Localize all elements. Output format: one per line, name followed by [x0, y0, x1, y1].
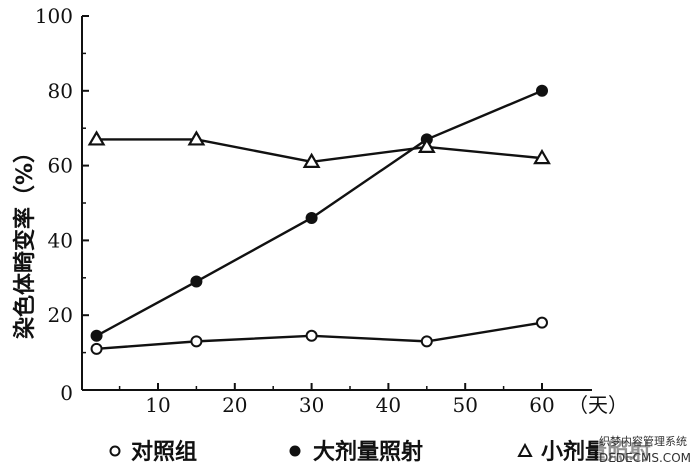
x-tick-label: 60 — [529, 393, 554, 417]
data-point-open-circle — [536, 316, 548, 329]
data-point-triangle — [302, 152, 321, 168]
x-tick-label: 40 — [376, 393, 401, 417]
legend: 对照组 大剂量照射 小剂量照射 — [109, 439, 651, 465]
watermark-line1: 织梦内容管理系统 — [599, 434, 687, 448]
watermark-line2: DEDECMS.COM — [599, 451, 691, 465]
data-point-open-circle — [420, 335, 433, 348]
y-tick-label: 80 — [48, 79, 73, 103]
series-line — [96, 321, 543, 351]
data-point-filled-circle — [536, 84, 548, 97]
watermark: 织梦内容管理系统 DEDECMS.COM — [598, 432, 693, 468]
y-tick-label: 40 — [48, 228, 73, 252]
x-tick-label: 50 — [452, 393, 477, 417]
origin-label: 0 — [60, 381, 73, 405]
data-point-triangle — [87, 130, 106, 146]
y-axis-label: 染色体畸变率（%） — [12, 141, 38, 339]
x-axis-unit-label: （天） — [568, 393, 628, 417]
series-layer — [87, 84, 551, 355]
legend-marker-control-icon — [109, 445, 121, 457]
y-tick-label: 100 — [35, 4, 73, 28]
axes — [81, 15, 592, 391]
x-tick-label: 20 — [222, 393, 247, 417]
series-2 — [87, 130, 551, 168]
data-point-triangle — [187, 130, 206, 146]
series-1 — [90, 84, 548, 342]
y-tick-label: 20 — [48, 303, 73, 327]
tick-labels: 20 40 60 80 100 0 10 20 30 40 50 60 — [35, 4, 555, 417]
data-point-triangle — [417, 137, 436, 153]
y-tick-label: 60 — [48, 154, 73, 178]
data-point-open-circle — [190, 335, 203, 348]
data-point-triangle — [533, 148, 551, 165]
x-tick-label: 30 — [299, 393, 324, 417]
data-point-open-circle — [90, 342, 103, 355]
x-tick-label: 10 — [145, 393, 170, 417]
data-point-filled-circle — [190, 275, 203, 288]
series-line — [96, 138, 543, 164]
legend-label-high-dose: 大剂量照射 — [313, 439, 423, 465]
data-point-open-circle — [305, 329, 318, 342]
series-line — [95, 89, 543, 337]
legend-marker-low-dose-icon — [517, 442, 533, 457]
data-point-filled-circle — [90, 329, 103, 342]
legend-label-control: 对照组 — [131, 439, 197, 465]
watermark-backdrop — [598, 432, 693, 468]
series-0 — [90, 316, 548, 355]
legend-marker-high-dose-icon — [289, 445, 301, 457]
data-point-filled-circle — [305, 211, 318, 224]
